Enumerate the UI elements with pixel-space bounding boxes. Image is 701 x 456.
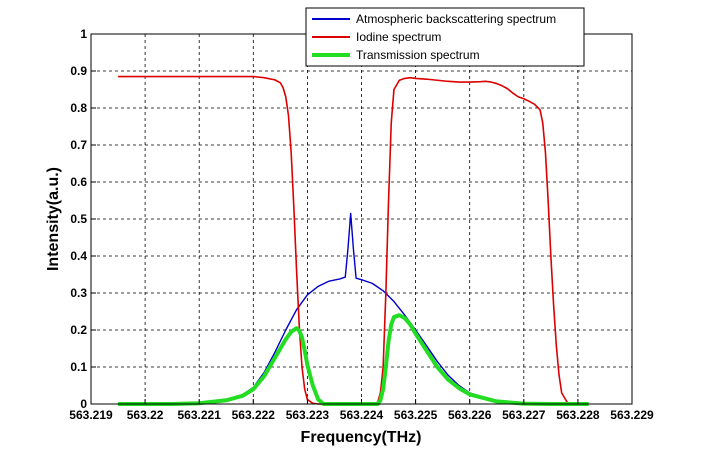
y-tick-label: 0.9 [70, 64, 87, 78]
x-tick-label: 563.227 [502, 408, 546, 422]
x-tick-label: 563.224 [340, 408, 384, 422]
y-tick-label: 1 [80, 27, 87, 41]
y-tick-label: 0.2 [70, 323, 87, 337]
y-tick-label: 0.8 [70, 101, 87, 115]
x-tick-label: 563.229 [610, 408, 654, 422]
x-tick-label: 563.222 [232, 408, 276, 422]
x-axis-ticks: 563.219 563.22 563.221 563.222 563.223 563.22… [69, 399, 654, 422]
x-axis-label: Frequency(THz) [301, 429, 422, 446]
y-axis-label: Intensity(a.u.) [45, 167, 62, 271]
legend-box [305, 7, 585, 67]
x-tick-label: 563.223 [286, 408, 330, 422]
y-tick-label: 0.3 [70, 286, 87, 300]
x-tick-label: 563.228 [556, 408, 600, 422]
y-tick-label: 0 [80, 397, 87, 411]
series-iodine-line [118, 75, 571, 405]
legend-label-iodine: Iodine spectrum [356, 30, 441, 44]
x-tick-label: 563.225 [394, 408, 438, 422]
legend: Atmospheric backscattering spectrum Iodi… [305, 7, 585, 67]
y-tick-label: 0.4 [70, 249, 87, 263]
series-transmission-line [118, 313, 589, 406]
legend-label-atmospheric: Atmospheric backscattering spectrum [356, 12, 556, 26]
y-tick-label: 0.5 [70, 212, 87, 226]
series-layer [118, 75, 589, 406]
x-tick-label: 563.22 [127, 408, 164, 422]
legend-label-transmission: Transmission spectrum [356, 48, 480, 62]
grid [91, 34, 632, 404]
x-tick-label: 563.219 [69, 408, 113, 422]
x-tick-label: 563.221 [178, 408, 222, 422]
y-tick-label: 0.6 [70, 175, 87, 189]
y-tick-label: 0.7 [70, 138, 87, 152]
x-tick-label: 563.226 [448, 408, 492, 422]
y-tick-label: 0.1 [70, 360, 87, 374]
y-axis-ticks: 0 0.1 0.2 0.3 0.4 0.5 0.6 0.7 0.8 0.9 1 [70, 27, 96, 411]
